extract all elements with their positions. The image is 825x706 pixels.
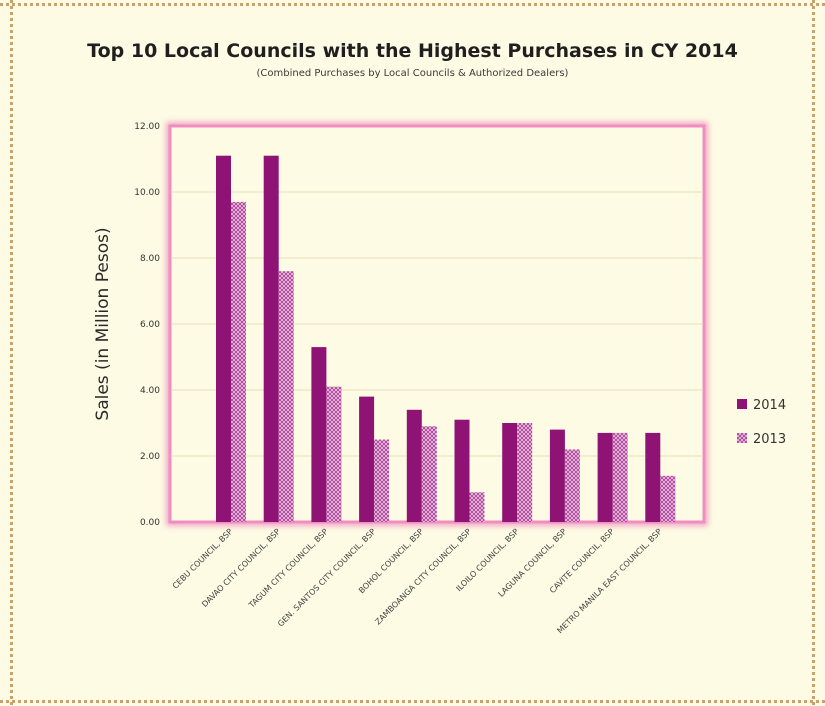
legend-swatch-2014 (737, 399, 747, 409)
bar-2013 (612, 432, 628, 522)
bar-2013 (517, 423, 533, 522)
legend-label: 2014 (753, 398, 786, 413)
bar-2014 (502, 423, 518, 522)
chart-title: Top 10 Local Councils with the Highest P… (87, 40, 738, 62)
y-axis-label: Sales (in Million Pesos) (93, 227, 113, 420)
bar-2014 (645, 432, 661, 522)
category-label: TAGUM CITY COUNCIL, BSP (246, 527, 329, 610)
legend-swatch-2013 (737, 433, 747, 443)
bar-2014 (311, 347, 327, 522)
chart-subtitle: (Combined Purchases by Local Councils & … (256, 68, 569, 79)
legend-label: 2013 (753, 432, 786, 447)
y-axis-ticks: 0.00 2.00 4.00 6.00 8.00 10.00 12.00 (134, 122, 160, 528)
frame-border-bottom (0, 700, 825, 703)
bar-2014 (549, 429, 565, 522)
bar-2013 (374, 439, 390, 522)
y-tick-label: 8.00 (140, 254, 160, 264)
frame-border-right (812, 0, 815, 706)
bar-2014 (216, 155, 231, 522)
bar-2014 (597, 432, 613, 522)
bar-2013 (278, 271, 294, 522)
bar-2013 (564, 449, 580, 522)
bar-2014 (359, 396, 375, 522)
bar-2013 (231, 201, 246, 522)
bar-2014 (406, 409, 422, 522)
legend: 2014 2013 (737, 398, 786, 447)
bar-2014 (263, 155, 279, 522)
y-tick-label: 12.00 (134, 122, 160, 132)
bar-2014 (454, 419, 470, 522)
y-tick-label: 4.00 (140, 386, 160, 396)
frame-border-left (10, 0, 13, 706)
y-tick-label: 6.00 (140, 320, 160, 330)
bar-2013 (421, 426, 437, 522)
bar-2013 (469, 492, 485, 522)
bar-2013 (660, 475, 676, 522)
category-label: METRO MANILA EAST COUNCIL, BSP (555, 527, 663, 635)
y-tick-label: 2.00 (140, 452, 160, 462)
category-label: GEN. SANTOS CITY COUNCIL, BSP (276, 527, 378, 629)
frame-border-top (0, 3, 825, 6)
bar-2013 (326, 386, 342, 522)
bars (216, 155, 676, 522)
category-label: DAVAO CITY COUNCIL, BSP (200, 527, 282, 609)
category-label: ZAMBOANGA CITY COUNCIL, BSP (373, 527, 473, 627)
y-tick-label: 10.00 (134, 188, 160, 198)
y-tick-label: 0.00 (140, 518, 160, 528)
